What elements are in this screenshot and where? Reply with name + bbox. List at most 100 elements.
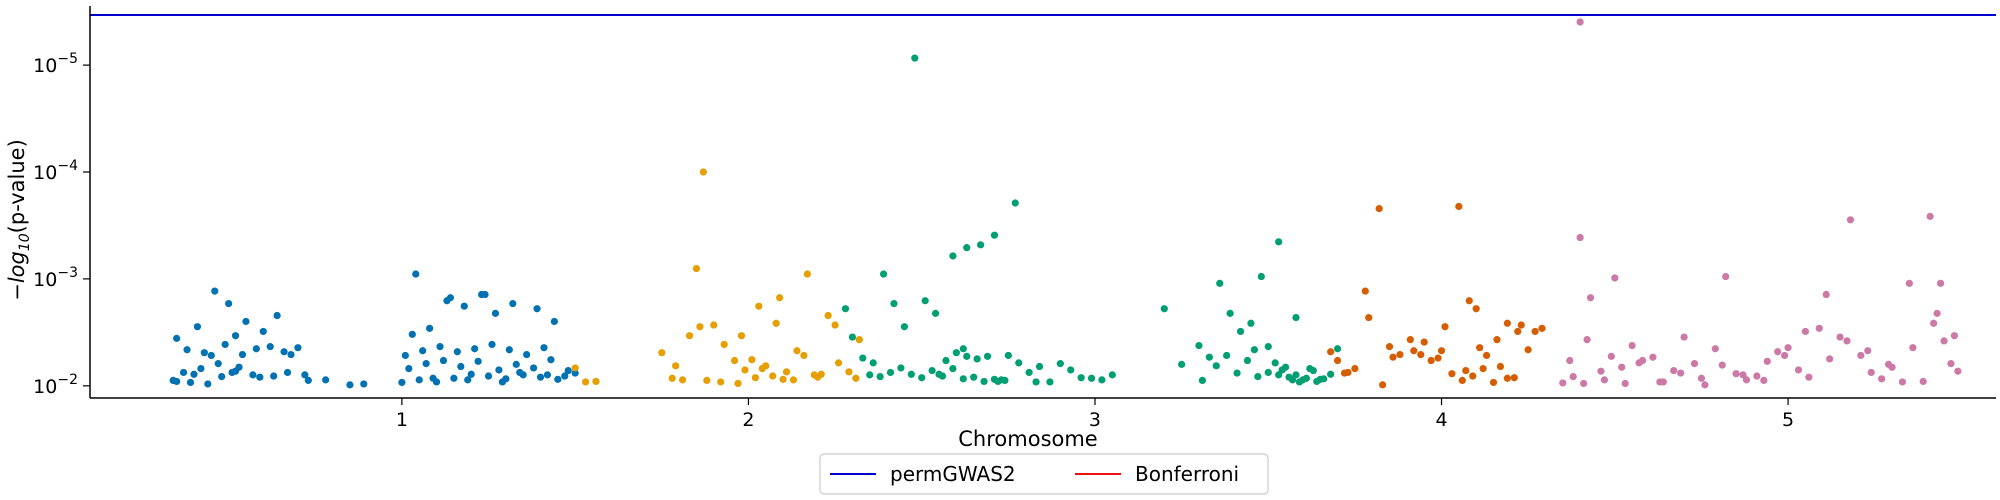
data-point-chr5 (1794, 366, 1803, 374)
data-point-chr2 (696, 323, 704, 331)
data-point-chr3 (866, 371, 874, 379)
data-point-chr2 (755, 302, 763, 310)
data-point-chr1 (398, 378, 406, 387)
data-point-chr3 (876, 373, 884, 381)
data-point-chr1 (301, 371, 309, 379)
data-point-chr2 (668, 374, 676, 382)
data-point-chr2 (793, 347, 801, 355)
data-point-chr4 (1427, 356, 1435, 365)
data-point-chr3 (1212, 362, 1220, 370)
data-point-chr1 (249, 371, 257, 379)
data-point-chr3 (921, 297, 929, 305)
data-point-chr5 (1878, 375, 1886, 383)
data-point-chr1 (231, 332, 240, 340)
data-point-chr4 (1448, 370, 1456, 378)
data-point-chr5 (1822, 290, 1830, 299)
data-point-chr1 (169, 376, 177, 385)
data-point-chr5 (1784, 344, 1792, 352)
data-point-chr1 (183, 346, 191, 354)
data-point-chr1 (554, 375, 562, 383)
data-point-chr3 (1295, 378, 1304, 386)
data-point-chr2 (834, 359, 843, 367)
data-point-chr1 (238, 350, 247, 359)
data-point-chr4 (1496, 362, 1505, 371)
data-point-chr1 (571, 369, 579, 377)
data-point-chr1 (453, 348, 461, 356)
data-point-chr3 (983, 352, 992, 360)
data-point-chr5 (1718, 361, 1726, 369)
data-point-chr1 (280, 348, 288, 356)
data-point-chr1 (505, 346, 513, 354)
x-tick-label: 5 (1782, 409, 1794, 431)
data-point-chr4 (1410, 347, 1418, 355)
data-point-chr1 (408, 330, 416, 338)
data-point-chr3 (977, 241, 985, 249)
data-point-chr1 (322, 376, 330, 384)
data-point-chr1 (523, 350, 531, 359)
data-point-chr3 (931, 309, 940, 317)
data-point-chr1 (509, 299, 517, 308)
data-point-chr2 (810, 371, 818, 379)
data-point-chr5 (1947, 360, 1955, 368)
data-point-chr4 (1327, 348, 1335, 356)
data-point-chr1 (495, 366, 503, 374)
data-point-chr1 (401, 351, 409, 360)
data-point-chr3 (1281, 363, 1290, 371)
data-point-chr5 (1836, 333, 1844, 341)
data-point-chr5 (1670, 366, 1678, 375)
data-point-chr5 (1884, 360, 1893, 368)
data-point-chr4 (1417, 350, 1425, 359)
data-point-chr5 (1722, 272, 1730, 281)
data-point-chr3 (859, 354, 867, 362)
x-axis: 1 2 3 4 5 (90, 397, 1996, 431)
data-point-chr4 (1351, 364, 1359, 373)
data-point-chr3 (1216, 279, 1224, 287)
data-point-chr5 (1649, 353, 1657, 361)
data-point-chr5 (1954, 367, 1962, 375)
data-point-chr1 (252, 345, 260, 353)
data-point-chr3 (1233, 369, 1241, 377)
data-point-chr3 (980, 377, 988, 386)
data-point-chr5 (1611, 274, 1619, 282)
data-point-chr2 (685, 332, 694, 340)
data-point-chr5 (1701, 381, 1709, 389)
data-point-chr1 (540, 344, 548, 352)
data-point-chr1 (529, 364, 538, 372)
x-axis-label: Chromosome (958, 427, 1097, 451)
data-point-chr5 (1677, 369, 1685, 377)
data-point-chr2 (769, 372, 777, 380)
data-point-chr3 (963, 244, 971, 252)
data-point-chr1 (283, 368, 292, 377)
data-point-chr2 (581, 378, 590, 386)
data-point-chr2 (845, 368, 853, 376)
data-point-chr1 (270, 372, 278, 380)
data-point-chr1 (259, 327, 267, 336)
data-point-chr5 (1576, 18, 1584, 26)
data-point-chr1 (547, 356, 555, 364)
data-point-chr2 (772, 319, 780, 327)
data-point-chr1 (436, 343, 444, 351)
data-point-chr4 (1441, 323, 1449, 331)
data-point-chr4 (1503, 319, 1511, 327)
data-point-chr3 (890, 299, 898, 308)
data-point-chr4 (1482, 351, 1491, 360)
data-point-chr4 (1379, 381, 1387, 389)
data-point-chr3 (897, 364, 905, 372)
data-point-chr4 (1455, 202, 1463, 211)
data-point-chr3 (907, 370, 915, 378)
data-point-chr4 (1503, 374, 1511, 382)
data-point-chr1 (190, 370, 198, 378)
data-point-chr1 (543, 371, 552, 379)
data-point-chr4 (1375, 205, 1383, 213)
data-point-chr3 (1056, 360, 1064, 368)
data-point-chr3 (1250, 346, 1258, 354)
data-point-chr2 (699, 168, 707, 176)
data-point-chr1 (211, 287, 219, 295)
data-point-chr5 (1843, 337, 1851, 345)
data-point-chr1 (405, 364, 413, 373)
data-point-chr4 (1420, 338, 1428, 346)
y-axis-label-sub: 10 (17, 233, 33, 251)
data-point-chr3 (1077, 374, 1085, 382)
data-point-chr3 (1015, 359, 1023, 367)
